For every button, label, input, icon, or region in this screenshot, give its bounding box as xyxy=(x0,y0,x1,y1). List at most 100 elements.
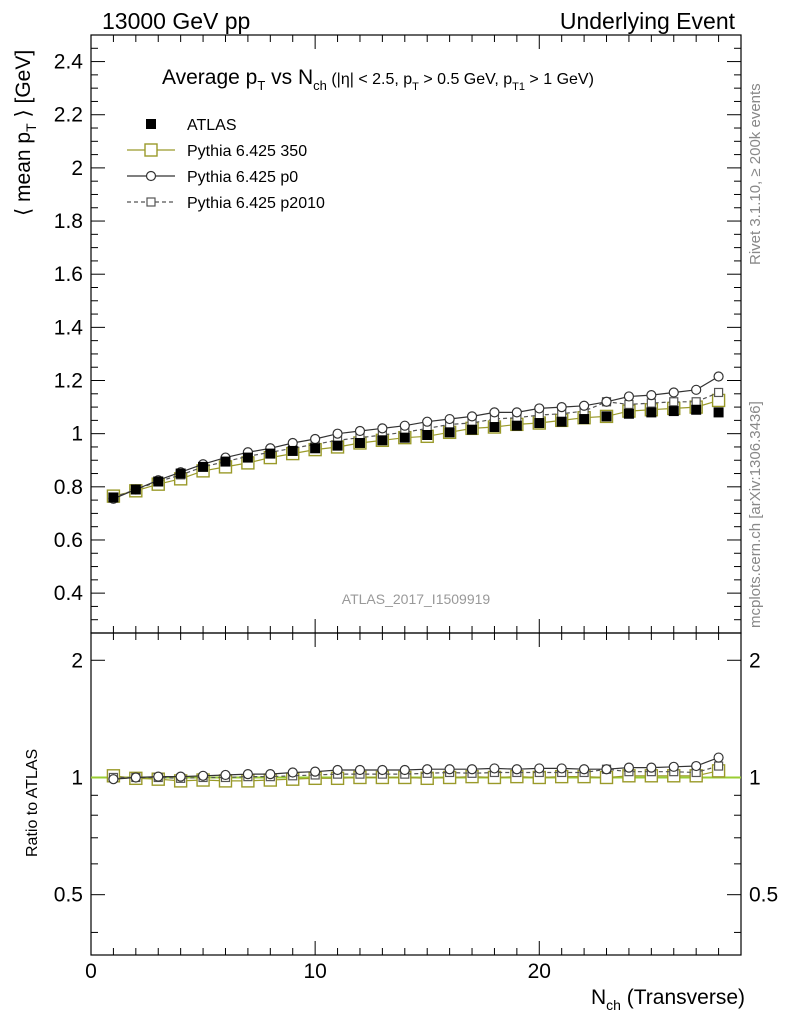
header-right: Underlying Event xyxy=(560,8,736,34)
main-point-atlas xyxy=(623,408,634,419)
main-point-pythia-6-425-p0 xyxy=(422,416,433,427)
y-tick-label: 1 xyxy=(71,423,83,446)
main-point-pythia-6-425-p0 xyxy=(377,423,388,434)
main-point-pythia-6-425-p0 xyxy=(556,401,567,413)
main-point-pythia-6-425-p0 xyxy=(399,420,410,431)
ratio-point-pythia-6-425-p0 xyxy=(130,772,141,783)
main-point-pythia-6-425-p0 xyxy=(332,428,343,439)
ratio-y-tick-label: 0.5 xyxy=(54,884,83,907)
y-tick-label: 0.6 xyxy=(54,529,83,552)
ratio-point-pythia-6-425-p0 xyxy=(466,764,478,775)
ratio-point-pythia-6-425-p0 xyxy=(422,764,433,775)
main-point-atlas xyxy=(489,422,500,433)
y-tick-label: 0.4 xyxy=(54,582,84,605)
ratio-y-tick-label: 1 xyxy=(71,766,83,789)
ratio-y-axis-label: Ratio to ATLAS xyxy=(24,749,41,857)
main-point-pythia-6-425-p0 xyxy=(601,396,612,407)
main-point-atlas xyxy=(153,476,164,487)
ratio-point-pythia-6-425-p0 xyxy=(444,764,455,775)
main-point-atlas xyxy=(511,420,522,431)
mcplots-label: mcplots.cern.ch [arXiv:1306.3436] xyxy=(747,401,764,628)
ratio-point-pythia-6-425-p0 xyxy=(265,769,276,780)
main-point-pythia-6-425-p0 xyxy=(444,413,455,425)
main-point-atlas xyxy=(601,411,612,422)
ratio-point-pythia-6-425-p0 xyxy=(310,766,321,777)
main-point-pythia-6-425-p2010 xyxy=(713,387,724,398)
main-point-pythia-6-425-p0 xyxy=(466,411,478,422)
ratio-point-pythia-6-425-p0 xyxy=(668,761,679,772)
y-tick-label: 1.4 xyxy=(54,316,84,339)
main-point-atlas xyxy=(310,443,321,454)
legend-label-pythia-6-425-p2010: Pythia 6.425 p2010 xyxy=(187,195,325,212)
ratio-y-tick-label-right: 0.5 xyxy=(749,884,778,907)
main-point-atlas xyxy=(579,414,590,425)
legend-marker-atlas xyxy=(146,119,156,129)
ratio-point-pythia-6-425-p0 xyxy=(197,770,209,781)
legend-label-atlas: ATLAS xyxy=(187,117,237,134)
main-point-pythia-6-425-p0 xyxy=(354,425,366,437)
ratio-y-tick-label-right: 1 xyxy=(749,766,761,789)
legend-marker-pythia-6-425-350 xyxy=(144,143,158,157)
main-point-pythia-6-425-p2010 xyxy=(691,397,701,407)
main-point-atlas xyxy=(377,435,388,446)
main-point-atlas xyxy=(399,432,410,443)
ratio-point-pythia-6-425-p0 xyxy=(623,762,635,773)
main-point-atlas xyxy=(534,418,545,429)
legend-marker-pythia-6-425-p0 xyxy=(145,170,157,182)
ratio-y-tick-label: 2 xyxy=(71,649,83,672)
main-point-pythia-6-425-p0 xyxy=(310,433,321,445)
watermark: ATLAS_2017_I1509919 xyxy=(342,591,491,607)
main-point-pythia-6-425-p0 xyxy=(668,387,679,398)
main-line-pythia-6-425-p2010 xyxy=(113,391,719,499)
ratio-point-pythia-6-425-p0 xyxy=(332,764,343,776)
rivet-label: Rivet 3.1.10, ≥ 200k events xyxy=(747,83,764,265)
main-point-atlas xyxy=(422,429,433,440)
main-point-pythia-6-425-p0 xyxy=(691,384,702,395)
main-point-pythia-6-425-p0 xyxy=(534,403,545,414)
ratio-point-pythia-6-425-p2010 xyxy=(713,761,724,771)
main-point-atlas xyxy=(713,407,724,418)
y-tick-label: 2 xyxy=(71,157,83,180)
main-line-pythia-6-425-p0 xyxy=(113,375,719,500)
ratio-point-pythia-6-425-p0 xyxy=(287,767,298,778)
main-point-atlas xyxy=(354,437,365,448)
main-point-atlas xyxy=(691,404,702,415)
main-point-atlas xyxy=(108,492,119,503)
ratio-point-pythia-6-425-p0 xyxy=(377,764,388,776)
x-tick-label: 20 xyxy=(528,960,551,983)
ratio-point-pythia-6-425-p0 xyxy=(242,769,253,780)
main-point-pythia-6-425-p0 xyxy=(646,390,657,401)
ratio-point-pythia-6-425-p0 xyxy=(153,771,164,782)
ratio-point-pythia-6-425-p0 xyxy=(691,760,702,772)
ratio-line-pythia-6-425-350 xyxy=(113,770,719,782)
main-point-pythia-6-425-p2010 xyxy=(646,398,656,408)
ratio-point-pythia-6-425-p0 xyxy=(511,764,522,775)
y-tick-label: 1.6 xyxy=(54,263,83,286)
ratio-point-pythia-6-425-p0 xyxy=(354,764,366,776)
y-tick-label: 1.2 xyxy=(54,370,83,393)
main-point-atlas xyxy=(242,452,253,463)
y-axis-label: ⟨ mean pT ⟩ [GeV] xyxy=(12,50,39,216)
ratio-point-pythia-6-425-p0 xyxy=(489,763,500,774)
ratio-point-pythia-6-425-p0 xyxy=(646,762,657,773)
main-point-atlas xyxy=(556,416,567,427)
y-tick-label: 0.8 xyxy=(54,476,83,499)
legend: ATLAS Pythia 6.425 350 Pythia 6.425 p0 Pyth… xyxy=(127,117,325,212)
ratio-point-pythia-6-425-p0 xyxy=(601,764,612,775)
ratio-y-tick-label-right: 2 xyxy=(749,649,761,672)
y-tick-label: 2.4 xyxy=(54,51,84,74)
main-point-atlas xyxy=(668,406,679,417)
main-point-atlas xyxy=(175,468,186,479)
y-tick-label: 2.2 xyxy=(54,104,83,127)
x-tick-label: 10 xyxy=(303,960,326,983)
main-point-pythia-6-425-p2010 xyxy=(624,399,634,410)
x-tick-label: 0 xyxy=(85,960,97,983)
main-point-atlas xyxy=(265,448,276,459)
main-point-pythia-6-425-p2010 xyxy=(669,397,679,407)
x-axis-label: Nch (Transverse) xyxy=(591,986,745,1013)
ratio-point-pythia-6-425-p0 xyxy=(579,764,590,775)
main-line-pythia-6-425-350 xyxy=(113,399,719,497)
main-point-atlas xyxy=(287,445,298,456)
ratio-line-pythia-6-425-p2010 xyxy=(113,765,719,779)
main-point-atlas xyxy=(332,440,343,451)
